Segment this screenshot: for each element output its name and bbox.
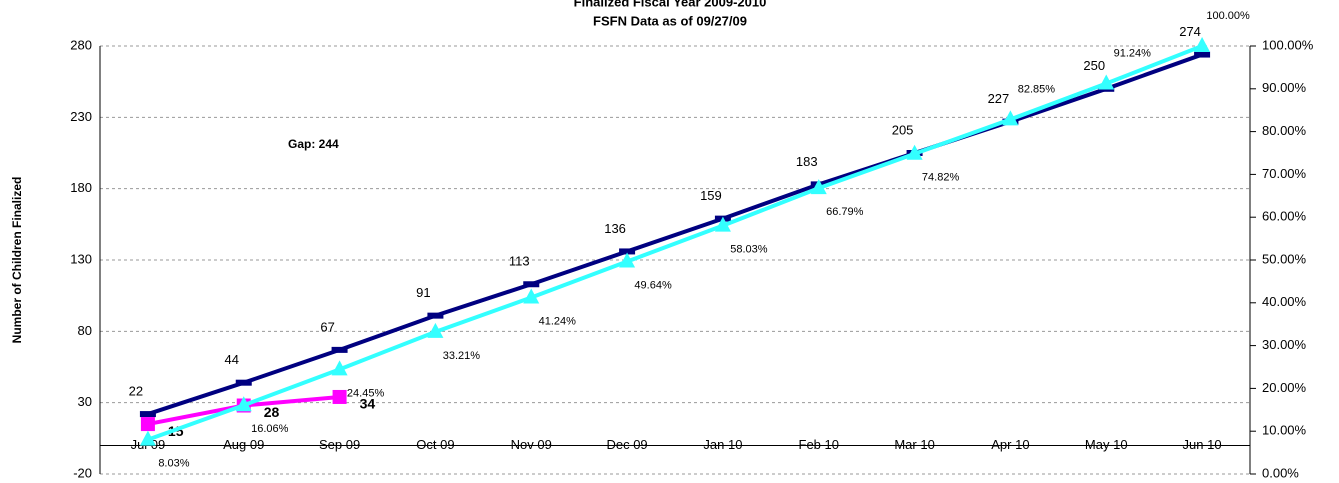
x-tick-label: Mar 10 (894, 437, 934, 452)
marker (235, 396, 252, 412)
marker (1194, 37, 1211, 52)
x-tick-label: Oct 09 (416, 437, 454, 452)
data-label: 183 (796, 154, 818, 169)
marker (139, 430, 156, 446)
data-label: 91 (416, 285, 430, 300)
x-tick-label: Apr 10 (991, 437, 1029, 452)
marker (523, 288, 540, 304)
y2-tick-label: 30.00% (1262, 337, 1307, 352)
y2-tick-label: 90.00% (1262, 80, 1307, 95)
data-label: 136 (604, 221, 626, 236)
chart-subtitle: FSFN Data as of 09/27/09 (593, 13, 747, 28)
x-tick-label: Sep 09 (319, 437, 360, 452)
x-tick-label: May 10 (1085, 437, 1128, 452)
chart-title: Finalized Fiscal Year 2009-2010 (574, 0, 767, 9)
marker (619, 248, 636, 255)
data-label: 49.64% (634, 279, 672, 291)
marker (332, 389, 347, 404)
y-tick-label: 230 (70, 109, 92, 124)
y-axis-label: Number of Children Finalized (10, 177, 24, 344)
marker (714, 216, 731, 232)
data-label: 58.03% (730, 244, 768, 256)
y2-tick-label: 0.00% (1262, 465, 1299, 480)
data-label: 227 (988, 91, 1010, 106)
data-label: 274 (1179, 24, 1201, 39)
data-label: 91.24% (1114, 47, 1152, 59)
marker (1002, 110, 1019, 126)
marker (235, 379, 252, 386)
data-label: 22 (129, 384, 143, 399)
y2-tick-label: 20.00% (1262, 380, 1307, 395)
y2-tick-label: 80.00% (1262, 123, 1307, 138)
y-tick-label: 280 (70, 37, 92, 52)
marker (427, 322, 444, 338)
series-line (147, 52, 1203, 416)
data-label: 66.79% (826, 206, 864, 218)
data-label: 16.06% (251, 423, 289, 435)
data-label: 113 (509, 254, 530, 269)
data-label: 33.21% (443, 350, 481, 362)
x-tick-label: Dec 09 (606, 437, 647, 452)
data-label: 250 (1083, 58, 1105, 73)
data-label: 67 (320, 319, 334, 334)
y2-tick-label: 40.00% (1262, 294, 1307, 309)
marker (619, 252, 636, 268)
marker (331, 346, 348, 353)
y-tick-label: -20 (73, 465, 92, 480)
x-tick-label: Jun 10 (1183, 437, 1222, 452)
data-label: 8.03% (158, 458, 189, 470)
data-label: 100.00% (1206, 10, 1250, 22)
data-label: 159 (700, 188, 722, 203)
marker (523, 281, 540, 288)
annotation: Gap: 244 (288, 137, 339, 151)
marker (1098, 74, 1115, 90)
y-tick-label: 180 (70, 180, 92, 195)
x-tick-label: Aug 09 (223, 437, 264, 452)
data-label: 41.24% (539, 315, 577, 327)
marker (427, 312, 444, 319)
x-tick-label: Feb 10 (799, 437, 839, 452)
y2-tick-label: 60.00% (1262, 209, 1307, 224)
data-label: 34 (360, 396, 376, 412)
y-tick-label: 80 (78, 323, 92, 338)
marker (906, 144, 923, 160)
marker (139, 411, 156, 418)
marker (1194, 51, 1211, 58)
data-label: 28 (264, 404, 280, 420)
marker (810, 179, 827, 195)
marker (331, 360, 348, 376)
data-label: 44 (225, 352, 239, 367)
series-line (147, 44, 1203, 442)
y-tick-label: 130 (70, 251, 92, 266)
marker (140, 417, 155, 432)
x-tick-label: Jan 10 (703, 437, 742, 452)
data-label: 24.45% (347, 387, 385, 399)
data-label: 205 (892, 122, 914, 137)
y2-tick-label: 70.00% (1262, 166, 1307, 181)
data-label: 74.82% (922, 172, 960, 184)
y2-tick-label: 10.00% (1262, 423, 1307, 438)
x-tick-label: Nov 09 (511, 437, 552, 452)
y2-tick-label: 100.00% (1262, 37, 1314, 52)
y2-tick-label: 50.00% (1262, 251, 1307, 266)
y-tick-label: 30 (78, 394, 92, 409)
data-label: 82.85% (1018, 83, 1056, 95)
